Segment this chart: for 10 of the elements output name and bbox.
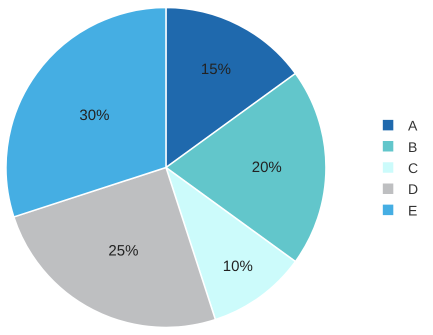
data-label: 10% [222,258,253,275]
legend-label: C [408,160,418,176]
data-label: 30% [79,107,110,124]
data-label: 20% [252,159,282,176]
legend-label: D [408,181,418,198]
data-label: 15% [200,60,231,78]
data-label: 25% [108,242,138,260]
legend-label: A [408,118,418,134]
legend-label: B [408,138,418,155]
legend-label: E [408,202,418,218]
